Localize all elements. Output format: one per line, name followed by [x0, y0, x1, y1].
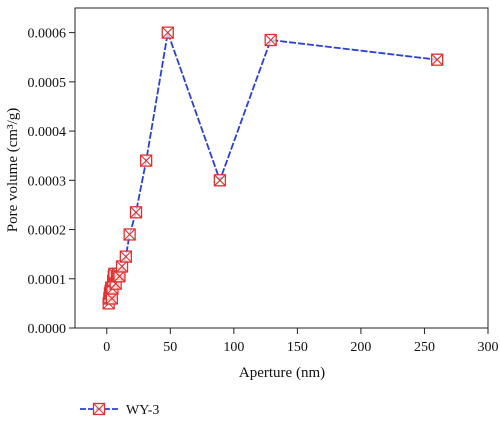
legend: WY-3: [80, 402, 159, 418]
series-line-path: [107, 31, 438, 304]
x-tick-label: 100: [223, 340, 244, 355]
x-axis-title: Aperture (nm): [239, 365, 325, 381]
series-points: [102, 26, 444, 310]
y-tick-label: 0.0005: [28, 76, 67, 91]
data-point: [431, 53, 444, 66]
x-tick-label: 50: [163, 340, 177, 355]
x-tick-label: 0: [103, 340, 110, 355]
y-tick-label: 0.0002: [28, 224, 67, 239]
series-line: [107, 31, 438, 304]
x-tick-label: 150: [287, 340, 308, 355]
y-axis-ticks: 0.0000 0.0001 0.0002 0.0003 0.0004 0.0005 0.00…: [28, 27, 75, 337]
legend-marker-icon: [92, 402, 106, 416]
y-axis-title: Pore volume (cm³/g): [5, 108, 21, 232]
y-tick-label: 0.0001: [28, 273, 67, 288]
y-tick-label: 0.0004: [28, 125, 67, 140]
plot-frame: [74, 7, 489, 329]
legend-label: WY-3: [126, 403, 159, 418]
y-tick-label: 0.0006: [28, 27, 67, 42]
legend-marker-symbol: [92, 402, 106, 416]
data-point: [129, 206, 143, 219]
x-tick-label: 300: [478, 340, 499, 355]
y-tick-label: 0.0003: [28, 174, 67, 189]
data-point: [264, 33, 277, 47]
x-tick-label: 250: [414, 340, 435, 355]
data-point: [140, 154, 153, 167]
x-tick-label: 200: [350, 340, 371, 355]
data-point: [123, 228, 136, 241]
data-point: [119, 250, 132, 263]
x-axis-ticks: 0 50 100 150 200 250 300: [103, 328, 499, 355]
y-tick-label: 0.0000: [28, 322, 67, 337]
data-point: [213, 174, 227, 187]
plot-border: [74, 7, 489, 329]
data-point: [161, 26, 174, 39]
